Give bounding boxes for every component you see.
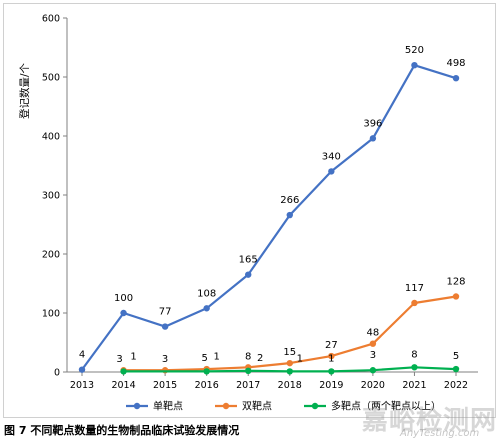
line-chart: 0 100 200 300 400 500 600 登记数量/个 2013 2014 2015 201… [18,14,478,413]
data-label: 520 [405,45,424,56]
data-label: 128 [446,276,465,287]
data-label: 4 [79,350,85,361]
x-tick-label: 2015 [153,380,177,391]
y-tick-label: 500 [42,73,60,84]
legend-label: 多靶点（两个靶点以上） [331,400,441,413]
figure-caption: 图 7 不同靶点数量的生物制品临床试验发展情况 [4,424,240,437]
data-label: 5 [453,351,459,362]
y-tick-label: 600 [42,14,60,25]
y-tick-label: 0 [54,368,60,379]
data-label: 1 [297,353,303,364]
watermark-text: 嘉峪检测网 [362,406,498,436]
y-tick-label: 200 [42,250,60,261]
data-point [369,367,377,374]
data-label: 15 [283,347,296,358]
data-point [328,368,335,375]
legend-marker [133,402,141,410]
data-label: 100 [114,293,133,304]
data-label: 3 [116,354,122,365]
data-label: 1 [130,351,136,362]
legend-marker [222,402,230,410]
chart-frame: 0 100 200 300 400 500 600 登记数量/个 2013 2014 2015 201… [3,3,496,418]
y-tick-label: 100 [42,309,60,320]
data-label: 8 [245,351,251,362]
series-line-1 [81,64,457,371]
data-label: 396 [363,118,382,129]
y-axis-label: 登记数量/个 [18,62,31,119]
data-label: 117 [405,283,424,294]
x-tick-label: 2020 [361,380,385,391]
x-tick-label: 2014 [111,380,135,391]
data-point [203,305,210,312]
data-label: 3 [162,354,168,365]
data-point [328,352,335,360]
series-line-2 [123,295,457,372]
data-label: 48 [367,328,380,339]
data-label: 1 [328,353,334,364]
x-tick-label: 2013 [70,380,94,391]
data-point [452,74,460,82]
data-point [245,367,252,375]
data-point [369,135,377,142]
data-label: 340 [322,151,341,162]
data-point [328,168,335,175]
x-tick-label: 2017 [236,380,260,391]
data-point [120,368,127,375]
data-label: 108 [197,288,216,299]
legend-label: 双靶点 [242,400,272,413]
y-tick-label: 300 [42,191,60,202]
y-tick-label: 400 [42,132,60,143]
data-label: 2 [257,353,263,364]
data-point [245,271,252,278]
legend-marker [311,402,319,410]
data-point [411,364,418,371]
data-label: 165 [239,255,258,266]
series-line-3 [123,366,457,373]
data-point [369,340,377,347]
data-label: 77 [159,307,172,318]
data-point [286,359,293,367]
data-point [78,366,86,373]
data-label: 266 [280,195,299,206]
data-point [411,299,418,307]
x-tick-label: 2016 [195,380,219,391]
data-point [286,368,293,375]
data-point [120,309,127,317]
data-point [411,62,418,69]
data-label: 8 [411,349,417,360]
data-label: 27 [325,340,338,351]
data-label: 498 [446,58,465,69]
data-point [452,293,460,300]
data-label: 5 [201,353,207,364]
data-point [452,365,460,373]
data-label: 3 [370,350,376,361]
watermark-subtext: AnyTesting.com [400,428,480,439]
data-point [203,368,210,375]
x-tick-label: 2021 [402,380,426,391]
x-tick-label: 2019 [319,380,343,391]
x-tick-label: 2022 [444,380,468,391]
data-point [161,323,169,330]
data-label: 1 [213,351,219,362]
legend-label: 单靶点 [153,400,183,413]
x-tick-label: 2018 [278,380,302,391]
data-point [286,211,293,219]
